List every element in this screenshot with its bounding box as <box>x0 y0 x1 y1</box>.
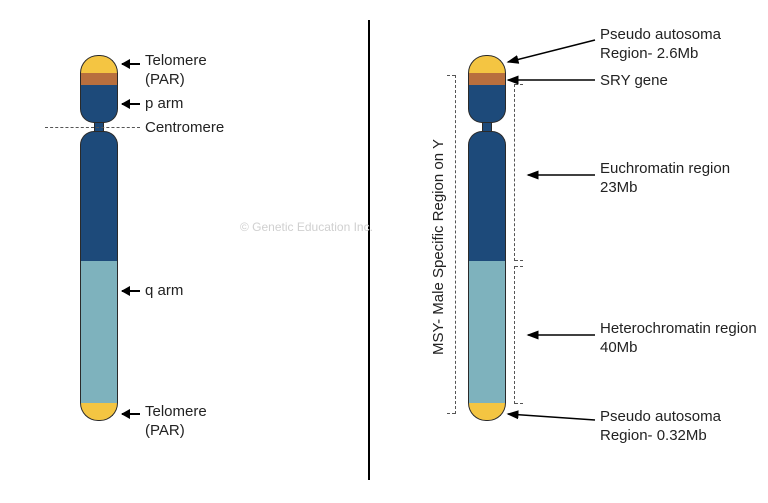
label-telomere-bottom: Telomere (PAR) <box>145 403 207 441</box>
right-sry-band <box>468 73 506 85</box>
arrow-p-arm <box>122 103 140 105</box>
label-par-top: Pseudo autosoma Region- 2.6Mb <box>600 26 721 64</box>
right-p-arm <box>468 85 506 123</box>
right-telomere-bottom <box>468 403 506 421</box>
label-p-arm: p arm <box>145 95 183 114</box>
right-centromere <box>482 123 492 131</box>
label-euchromatin: Euchromatin region 23Mb <box>600 160 730 198</box>
left-sry-band <box>80 73 118 85</box>
watermark: © Genetic Education Inc. <box>240 220 373 234</box>
left-p-arm <box>80 85 118 123</box>
label-q-arm: q arm <box>145 282 183 301</box>
right-telomere-top <box>468 55 506 73</box>
label-centromere: Centromere <box>145 119 224 138</box>
right-q-arm-euchromatin <box>468 131 506 261</box>
arrow-telomere-top <box>122 63 140 65</box>
bracket-heterochromatin <box>514 266 522 404</box>
msy-vertical-label: MSY- Male Specific Region on Y <box>430 139 447 355</box>
label-par-bottom: Pseudo autosoma Region- 0.32Mb <box>600 408 721 446</box>
label-heterochromatin: Heterochromatin region 40Mb <box>600 320 757 358</box>
msy-bracket <box>448 75 456 414</box>
left-telomere-bottom <box>80 403 118 421</box>
right-q-arm-heterochromatin <box>468 261 506 403</box>
arrow-q-arm <box>122 290 140 292</box>
chromosome-right <box>468 55 506 421</box>
left-q-arm-heterochromatin <box>80 261 118 403</box>
center-divider <box>368 20 370 480</box>
centromere-dashed <box>45 127 140 128</box>
left-q-arm-euchromatin <box>80 131 118 261</box>
label-telomere-top: Telomere (PAR) <box>145 52 207 90</box>
left-telomere-top <box>80 55 118 73</box>
chromosome-left <box>80 55 118 421</box>
bracket-euchromatin <box>514 84 522 261</box>
label-sry: SRY gene <box>600 72 668 91</box>
arrow-telomere-bottom <box>122 413 140 415</box>
